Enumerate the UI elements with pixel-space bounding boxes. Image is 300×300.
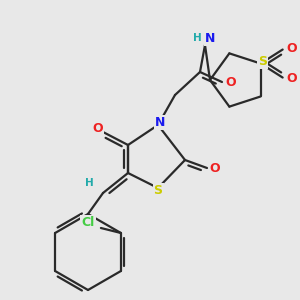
Text: S: S <box>258 55 267 68</box>
Text: H: H <box>193 33 201 43</box>
Text: O: O <box>210 161 220 175</box>
Text: H: H <box>85 178 93 188</box>
Text: N: N <box>205 32 215 44</box>
Text: S: S <box>154 184 163 196</box>
Text: N: N <box>155 116 165 128</box>
Text: O: O <box>226 76 236 88</box>
Text: O: O <box>286 42 297 55</box>
Text: Cl: Cl <box>81 215 94 229</box>
Text: O: O <box>93 122 103 136</box>
Text: O: O <box>286 72 297 85</box>
